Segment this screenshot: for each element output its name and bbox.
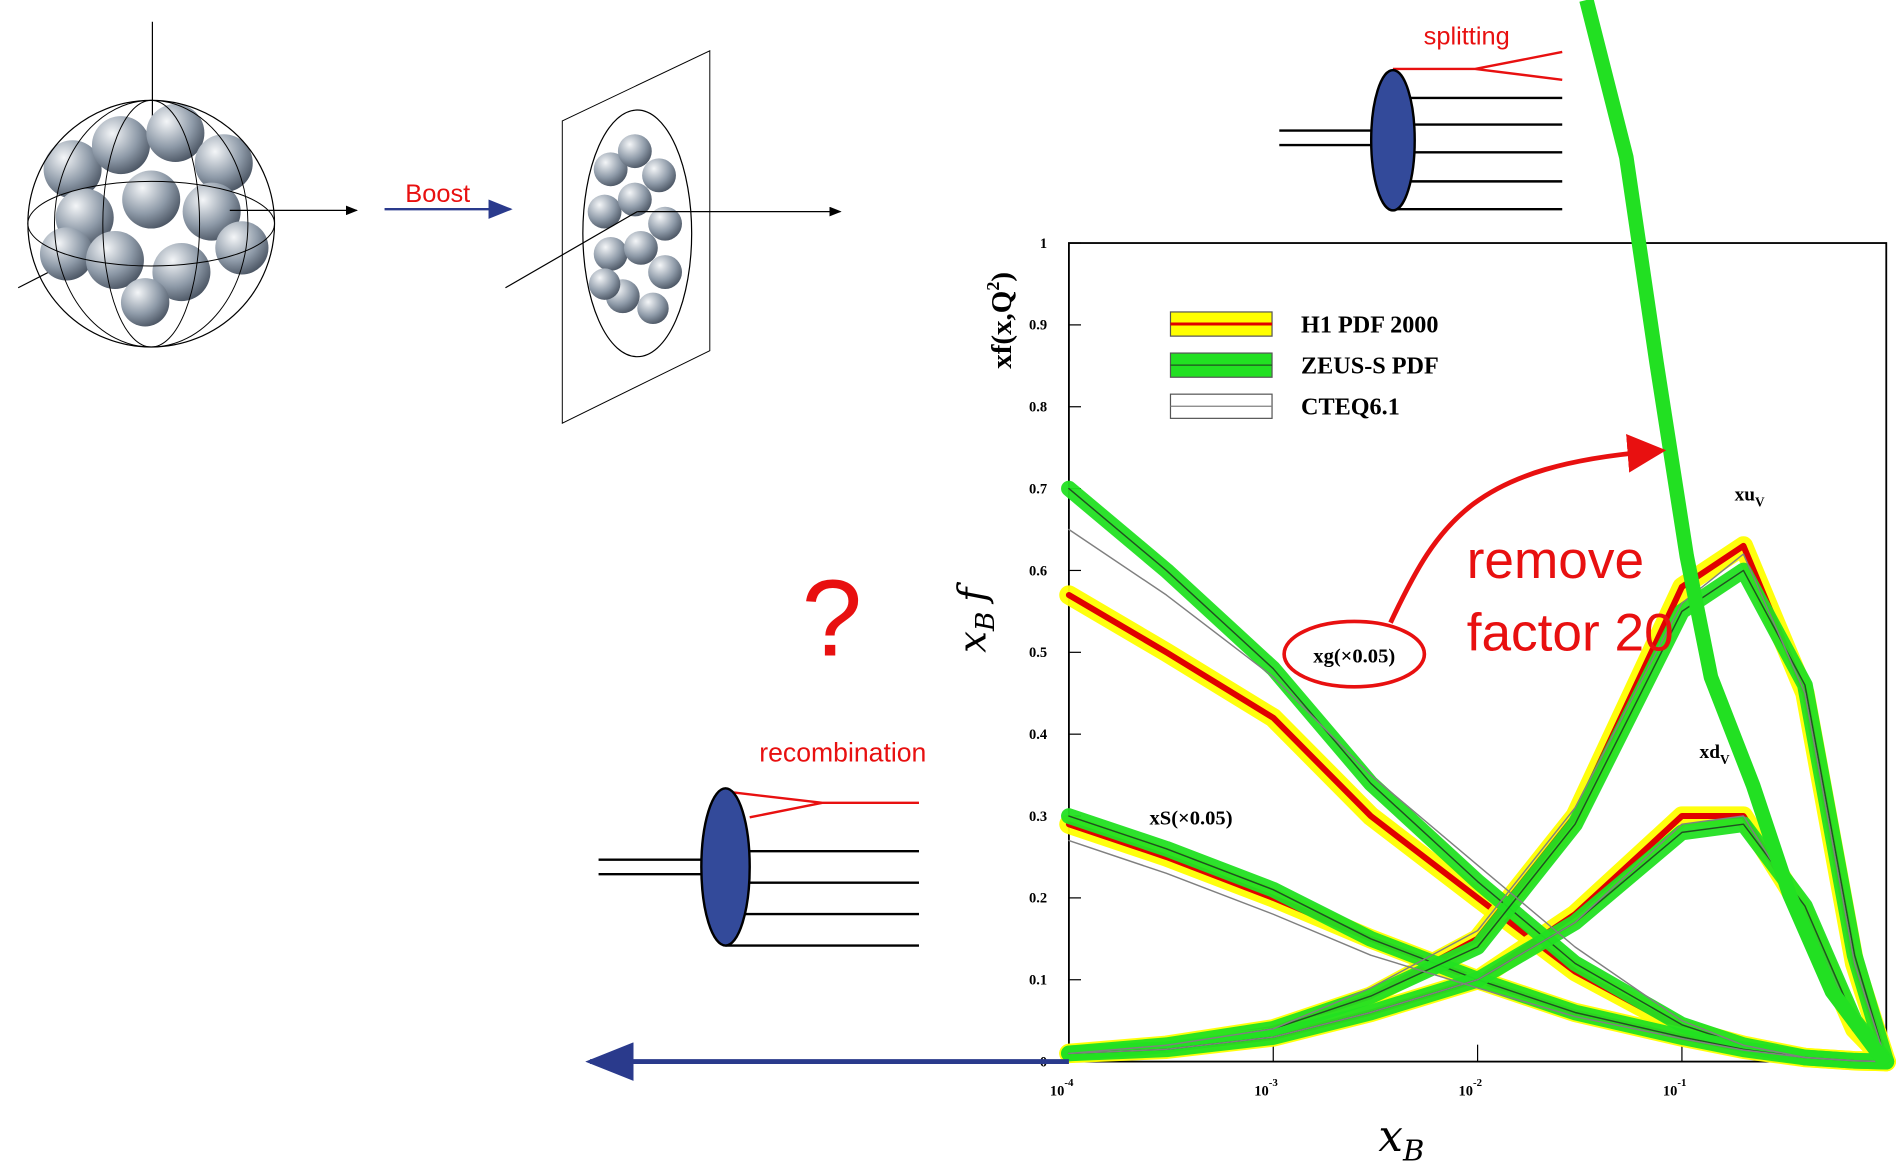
pdf-plot: 00.10.20.30.40.50.60.70.80.9110-410-310-…	[950, 236, 1896, 1168]
curve-label-sub: V	[1720, 752, 1730, 767]
y-axis-label-2: xf(x,Q2)	[983, 272, 1018, 369]
x-tick-base: 10	[1459, 1083, 1474, 1099]
curve-label-text: xS(×0.05)	[1149, 808, 1232, 830]
splitting-diagram: splitting	[1279, 23, 1563, 212]
question-mark: ?	[802, 557, 863, 679]
x-tick-label: 10-4	[1050, 1077, 1074, 1100]
x-axis-label: xB	[1378, 1112, 1424, 1168]
y-axis-var: x	[950, 631, 995, 653]
y-tick-label: 0.7	[1029, 481, 1047, 497]
x-tick-exp: -1	[1677, 1077, 1686, 1089]
x-tick-exp: -3	[1269, 1077, 1279, 1089]
curve-label-text: xu	[1735, 485, 1756, 506]
x-tick-exp: -2	[1473, 1077, 1482, 1089]
x-tick-label: 10-2	[1459, 1077, 1483, 1100]
y-axis-main: xf(x,Q	[986, 291, 1018, 369]
y-tick-label: 0.9	[1029, 318, 1047, 334]
remove-annotation: remove factor 20	[1282, 434, 1674, 689]
x-tick-base: 10	[1663, 1083, 1678, 1099]
curve-label: xuV	[1735, 485, 1765, 510]
curve-line	[1068, 553, 1887, 1063]
y-axis-close: )	[986, 272, 1018, 282]
curve-label-text: xg(×0.05)	[1313, 646, 1395, 668]
y-tick-label: 0.8	[1029, 400, 1047, 416]
legend-label: CTEQ6.1	[1301, 394, 1400, 421]
boost-label: Boost	[405, 180, 470, 208]
y-axis-sub: B	[970, 612, 1001, 633]
curve-label: xg(×0.05)	[1313, 646, 1395, 668]
nucleus-sphere	[17, 21, 358, 348]
y-tick-label: 0.6	[1029, 563, 1047, 579]
x-tick-label: 10-1	[1663, 1077, 1687, 1100]
y-tick-label: 1	[1040, 236, 1047, 252]
x-tick-exp: -4	[1064, 1077, 1074, 1089]
x-tick-base: 10	[1254, 1083, 1269, 1099]
green-strike	[1579, 0, 1893, 1069]
recombination-diagram: recombination	[598, 738, 926, 947]
y-tick-label: 0.3	[1029, 809, 1047, 825]
curve-label: xS(×0.05)	[1149, 808, 1232, 830]
curve-label-text: xd	[1700, 742, 1721, 763]
x-tick-label: 10-3	[1254, 1077, 1278, 1100]
x-tick-base: 10	[1050, 1083, 1065, 1099]
y-tick-label: 0.5	[1029, 645, 1047, 661]
curve-label: xdV	[1700, 742, 1730, 767]
y-tick-label: 0.1	[1029, 973, 1047, 989]
x-axis-var: x	[1378, 1112, 1403, 1162]
curve-label-sub: V	[1755, 495, 1765, 510]
annotation-line: factor 20	[1467, 604, 1674, 663]
y-axis-tail: f	[950, 581, 995, 605]
annotation-line: remove	[1467, 531, 1644, 590]
y-tick-label: 0.2	[1029, 891, 1047, 907]
y-tick-label: 0.4	[1029, 727, 1047, 743]
boost-arrow: Boost	[384, 180, 513, 219]
x-axis-sub: B	[1402, 1134, 1424, 1168]
y-axis-label: xBf	[950, 581, 1000, 653]
splitting-label: splitting	[1424, 23, 1510, 51]
legend-label: ZEUS-S PDF	[1301, 353, 1439, 380]
curve-line	[1068, 839, 1887, 1063]
boosted-disc	[505, 50, 842, 424]
legend-label: H1 PDF 2000	[1301, 312, 1438, 339]
recombination-label: recombination	[759, 738, 926, 768]
y-axis-sup: 2	[983, 282, 1003, 291]
